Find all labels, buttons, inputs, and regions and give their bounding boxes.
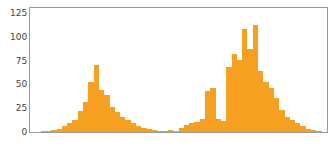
- svg-text:125: 125: [10, 8, 27, 18]
- svg-text:100: 100: [10, 32, 27, 42]
- svg-text:0: 0: [21, 127, 27, 137]
- svg-text:50: 50: [16, 79, 28, 89]
- svg-text:75: 75: [16, 56, 27, 66]
- svg-text:25: 25: [16, 103, 27, 113]
